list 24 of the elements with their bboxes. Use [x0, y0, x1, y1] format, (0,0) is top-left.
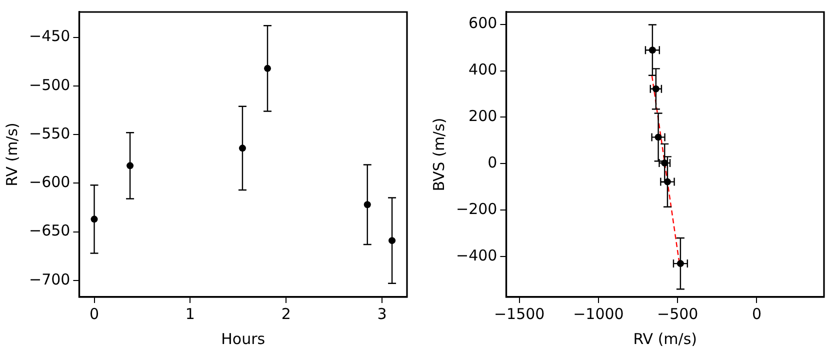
y-tick-label: −500 [28, 76, 70, 94]
x-axis-title: RV (m/s) [633, 330, 698, 348]
x-tick-label: 3 [377, 304, 387, 323]
y-tick-label: −600 [28, 173, 70, 192]
x-tick-label: −1000 [573, 304, 624, 323]
y-tick-label: −700 [28, 270, 70, 288]
x-axis-title: Hours [221, 330, 266, 348]
y-tick-label: −200 [456, 200, 498, 218]
x-tick-label: 1 [185, 304, 195, 323]
x-tick-label: 2 [281, 304, 291, 323]
y-tick-label: −550 [28, 124, 70, 142]
y-tick-label: −650 [28, 222, 70, 240]
y-tick-label: −400 [456, 246, 498, 264]
y-tick-label: 200 [468, 107, 498, 126]
y-axis-title: RV (m/s) [2, 122, 21, 186]
x-tick-label: −500 [657, 304, 698, 323]
x-tick-label: 0 [89, 304, 100, 323]
x-tick-label: −1500 [494, 304, 545, 323]
y-axis-title: BVS (m/s) [430, 118, 448, 192]
y-tick-label: −450 [28, 27, 70, 46]
y-tick-label: 0 [488, 154, 498, 172]
y-tick-label: 400 [468, 60, 498, 79]
x-tick-label: 0 [752, 304, 762, 323]
y-tick-label: 600 [468, 14, 498, 32]
